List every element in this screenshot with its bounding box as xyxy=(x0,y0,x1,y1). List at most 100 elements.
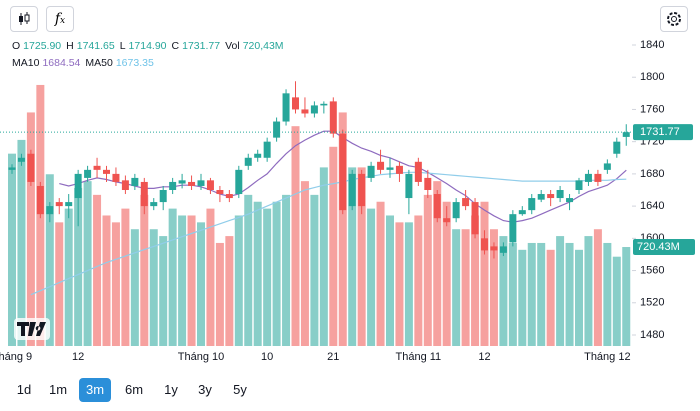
volume-bar xyxy=(55,222,64,346)
candle-body xyxy=(481,238,488,251)
y-tick-label: 1640 xyxy=(640,200,664,212)
legend-value: 720,43M xyxy=(242,40,284,52)
candle-body xyxy=(367,165,375,178)
volume-bar xyxy=(442,201,451,346)
volume-bar xyxy=(310,194,319,346)
candle-body xyxy=(235,169,243,195)
legend-value: 1741.65 xyxy=(76,40,115,52)
range-button[interactable]: 1d xyxy=(16,382,32,397)
volume-bar xyxy=(206,208,215,346)
volume-bar xyxy=(178,215,187,346)
range-button[interactable]: 3y xyxy=(198,382,212,397)
last-volume-label: 720.43M xyxy=(637,241,680,253)
volume-bar xyxy=(45,174,54,346)
volume-bar xyxy=(603,242,612,346)
range-button[interactable]: 1m xyxy=(48,382,68,397)
candle-body xyxy=(65,202,73,207)
volume-bar xyxy=(546,249,555,346)
candle-body xyxy=(329,101,337,134)
legend-label: H xyxy=(66,40,74,52)
legend-value: 1725.90 xyxy=(23,40,62,52)
candle-body xyxy=(603,163,611,170)
volume-bar xyxy=(376,201,385,346)
volume-bar xyxy=(225,236,234,346)
x-tick-label: 12 xyxy=(478,351,490,363)
candle-body xyxy=(46,206,54,215)
candle-body xyxy=(556,190,564,199)
x-tick-label: Tháng 11 xyxy=(396,351,442,363)
candle-body xyxy=(509,214,517,243)
volume-bar xyxy=(489,229,498,346)
plot-area xyxy=(8,81,631,346)
volume-bar xyxy=(319,167,328,346)
volume-bar xyxy=(140,194,149,346)
candle-body xyxy=(518,210,526,215)
volume-bar xyxy=(518,249,527,346)
x-tick-label: 10 xyxy=(261,351,273,363)
legend-value: 1714.90 xyxy=(128,40,167,52)
volume-bar xyxy=(291,126,300,346)
y-tick-label: 1680 xyxy=(640,168,664,180)
candle-body xyxy=(414,161,422,182)
candle-body xyxy=(8,167,16,170)
candle-body xyxy=(188,181,196,186)
volume-bar xyxy=(423,194,432,346)
candle-body xyxy=(547,194,555,199)
candle-body xyxy=(74,173,82,199)
volume-bar xyxy=(404,222,413,346)
candle-body xyxy=(121,180,129,190)
volume-bar xyxy=(537,242,546,346)
candle-body xyxy=(310,105,318,114)
candle-body xyxy=(622,132,630,137)
legend-label: MA10 xyxy=(12,57,40,69)
volume-bar xyxy=(556,236,565,346)
volume-bar xyxy=(508,242,517,346)
volume-bar xyxy=(499,236,508,346)
volume-bar xyxy=(74,188,83,346)
candle-body xyxy=(424,177,432,190)
volume-bar xyxy=(433,181,442,346)
candle-body xyxy=(197,180,205,186)
volume-bar xyxy=(121,208,130,346)
candle-body xyxy=(348,173,356,207)
candle-body xyxy=(537,194,545,200)
volume-bar xyxy=(26,112,35,346)
range-button[interactable]: 3m xyxy=(79,378,111,402)
candle-body xyxy=(55,202,63,207)
legend-value: 1731.77 xyxy=(182,40,221,52)
y-tick-label: 1560 xyxy=(640,264,664,276)
indicator-button[interactable]: fx xyxy=(46,6,74,32)
range-button[interactable]: 1y xyxy=(164,382,178,397)
volume-bar xyxy=(102,215,111,346)
candle-body xyxy=(282,93,290,122)
volume-bar xyxy=(234,215,243,346)
candle-body xyxy=(594,173,602,182)
candle-body xyxy=(499,246,507,253)
volume-bar xyxy=(253,201,262,346)
chart: 1480152015601600164016801720176018001840… xyxy=(0,39,695,363)
range-button[interactable]: 5y xyxy=(233,382,247,397)
candle-body xyxy=(206,180,214,190)
volume-bar xyxy=(461,229,470,346)
candle-body xyxy=(244,157,252,166)
candle-body xyxy=(263,141,271,158)
volume-bar xyxy=(17,139,26,346)
volume-bar xyxy=(348,167,357,346)
volume-bar xyxy=(452,229,461,346)
volume-bar xyxy=(130,229,139,346)
candle-body xyxy=(471,202,479,235)
volume-bar xyxy=(272,201,281,346)
settings-button[interactable] xyxy=(660,6,688,32)
candle-body xyxy=(358,173,366,207)
candle-body xyxy=(443,218,451,223)
x-tick-label: 12 xyxy=(72,351,84,363)
volume-bar xyxy=(584,236,593,346)
candle-body xyxy=(150,202,158,207)
chart-type-button[interactable] xyxy=(10,6,38,32)
candle-body xyxy=(528,198,536,211)
candle-body xyxy=(169,181,177,190)
range-button[interactable]: 6m xyxy=(124,382,144,397)
candle-body xyxy=(490,246,498,251)
last-price-box xyxy=(633,124,693,141)
